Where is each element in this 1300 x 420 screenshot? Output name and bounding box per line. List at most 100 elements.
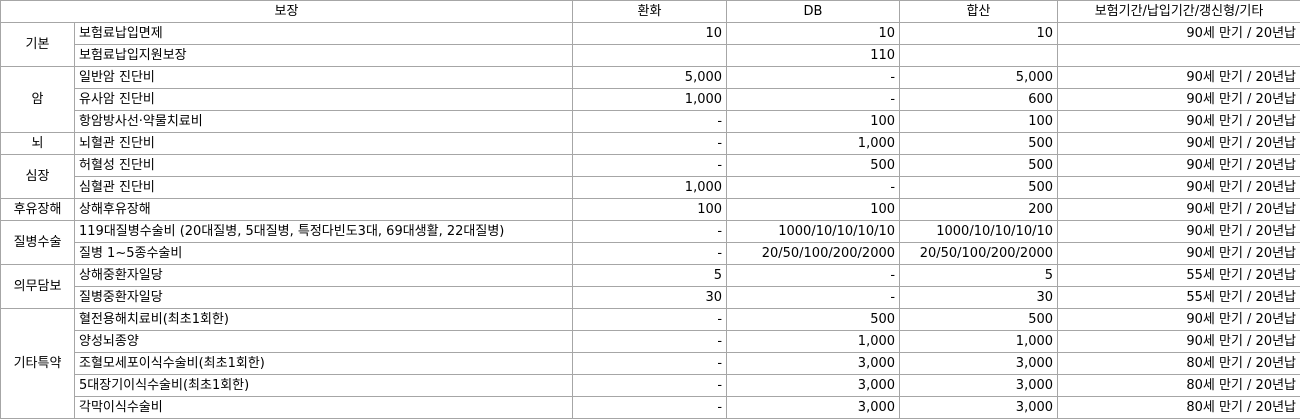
hwanhwa-cell: - (572, 330, 728, 353)
table-row: 5대장기이식수술비(최초1회한) -3,000 3,000 80세 만기 / 20년납 (1, 374, 1300, 397)
db-cell: - (726, 286, 901, 309)
coverage-cell: 질병중환자일당 (73, 286, 574, 309)
db-cell: 100 (726, 110, 901, 133)
db-cell: 3,000 (726, 352, 901, 375)
table-row: 심장 허혈성 진단비 -500 500 90세 만기 / 20년납 (0, 154, 1300, 199)
header-hwanhwa: 환화 (572, 0, 728, 23)
term-cell: 80세 만기 / 20년납 (1057, 374, 1300, 397)
table-row: 후유장해 상해후유장해 100 100 200 90세 만기 / 20년납 (0, 198, 1300, 221)
hwanhwa-cell: 5,000 (572, 66, 728, 89)
term-cell: 90세 만기 / 20년납 (1057, 308, 1300, 331)
db-cell: 1,000 (726, 330, 901, 353)
total-cell: 5,000 (899, 66, 1059, 89)
table-row: 의무담보 상해중환자일당 5-5 55세 만기 / 20년납 (0, 264, 1300, 309)
total-cell: 3,000 (899, 374, 1059, 397)
total-cell: 200 (899, 198, 1059, 221)
db-cell: 500 (726, 308, 901, 331)
coverage-cell: 5대장기이식수술비(최초1회한) (73, 374, 574, 397)
coverage-cell: 상해중환자일당 (73, 264, 574, 287)
table-row: 질병중환자일당 30-30 55세 만기 / 20년납 (1, 286, 1300, 309)
term-cell: 90세 만기 / 20년납 (1057, 330, 1300, 353)
coverage-cell: 유사암 진단비 (73, 88, 574, 111)
hwanhwa-cell: 30 (572, 286, 728, 309)
total-cell: 20/50/100/200/2000 (899, 242, 1059, 265)
table-row: 항암방사선·약물치료비 -100 100 90세 만기 / 20년납 (1, 110, 1300, 133)
total-cell: 3,000 (899, 352, 1059, 375)
term-cell: 90세 만기 / 20년납 (1057, 132, 1300, 155)
hwanhwa-cell: - (572, 374, 728, 397)
term-cell: 90세 만기 / 20년납 (1057, 220, 1300, 243)
category-cell: 의무담보 (0, 264, 75, 309)
hwanhwa-cell: - (572, 352, 728, 375)
coverage-cell: 혈전용해치료비(최초1회한) (73, 308, 574, 331)
hwanhwa-cell: - (572, 132, 728, 155)
db-cell: - (726, 66, 901, 89)
coverage-cell: 119대질병수술비 (20대질병, 5대질병, 특정다빈도3대, 69대생활, … (73, 220, 574, 243)
category-cell: 기타특약 (0, 308, 75, 419)
coverage-cell: 조혈모세포이식수술비(최초1회한) (73, 352, 574, 375)
db-cell: - (726, 264, 901, 287)
hwanhwa-cell: 100 (572, 198, 728, 221)
db-cell: - (726, 88, 901, 111)
total-cell: 3,000 (899, 396, 1059, 419)
db-cell: 3,000 (726, 374, 901, 397)
term-cell: 80세 만기 / 20년납 (1057, 352, 1300, 375)
hwanhwa-cell: 1,000 (572, 176, 728, 199)
total-cell: 1,000 (899, 330, 1059, 353)
term-cell (1057, 44, 1300, 67)
term-cell: 90세 만기 / 20년납 (1057, 198, 1300, 221)
term-cell: 80세 만기 / 20년납 (1057, 396, 1300, 419)
hwanhwa-cell: - (572, 308, 728, 331)
hwanhwa-cell: - (572, 110, 728, 133)
db-cell: 110 (726, 44, 901, 67)
coverage-cell: 보험료납입면제 (73, 22, 574, 45)
db-cell: 500 (726, 154, 901, 177)
hwanhwa-cell: 1,000 (572, 88, 728, 111)
header-row: 보장 환화 DB 합산 보험기간/납입기간/갱신형/기타 (0, 0, 1300, 23)
total-cell: 100 (899, 110, 1059, 133)
coverage-cell: 항암방사선·약물치료비 (73, 110, 574, 133)
total-cell: 1000/10/10/10/10 (899, 220, 1059, 243)
coverage-cell: 질병 1~5종수술비 (73, 242, 574, 265)
category-cell: 기본 (0, 22, 75, 67)
total-cell: 5 (899, 264, 1059, 287)
category-cell: 심장 (0, 154, 75, 199)
term-cell: 90세 만기 / 20년납 (1057, 88, 1300, 111)
header-coverage: 보장 (0, 0, 574, 23)
table-row: 뇌 뇌혈관 진단비 -1,000 500 90세 만기 / 20년납 (0, 132, 1300, 155)
term-cell: 90세 만기 / 20년납 (1057, 242, 1300, 265)
coverage-cell: 허혈성 진단비 (73, 154, 574, 177)
category-cell: 암 (0, 66, 75, 133)
coverage-cell: 각막이식수술비 (73, 396, 574, 419)
total-cell: 500 (899, 308, 1059, 331)
header-term: 보험기간/납입기간/갱신형/기타 (1057, 0, 1300, 23)
hwanhwa-cell: - (572, 220, 728, 243)
table-row: 질병 1~5종수술비 -20/50/100/200/2000 20/50/100/2… (1, 242, 1300, 265)
coverage-cell: 상해후유장해 (73, 198, 574, 221)
total-cell: 10 (899, 22, 1059, 45)
db-cell: 1,000 (726, 132, 901, 155)
term-cell: 55세 만기 / 20년납 (1057, 264, 1300, 287)
coverage-cell: 양성뇌종양 (73, 330, 574, 353)
coverage-cell: 심혈관 진단비 (73, 176, 574, 199)
term-cell: 90세 만기 / 20년납 (1057, 110, 1300, 133)
term-cell: 90세 만기 / 20년납 (1057, 22, 1300, 45)
db-cell: 100 (726, 198, 901, 221)
table-row: 유사암 진단비 1,000-600 90세 만기 / 20년납 (1, 88, 1300, 111)
table-row: 조혈모세포이식수술비(최초1회한) -3,000 3,000 80세 만기 / 20년… (1, 352, 1300, 375)
table-row: 암 일반암 진단비 5,000-5,000 90세 만기 / 20년납 (0, 66, 1300, 133)
total-cell: 500 (899, 176, 1059, 199)
hwanhwa-cell: - (572, 154, 728, 177)
header-total: 합산 (899, 0, 1059, 23)
coverage-cell: 보험료납입지원보장 (73, 44, 574, 67)
coverage-cell: 뇌혈관 진단비 (73, 132, 574, 155)
table-row: 기타특약 혈전용해치료비(최초1회한) -500 500 90세 만기 / 20년납 (0, 308, 1300, 419)
hwanhwa-cell: 10 (572, 22, 728, 45)
table-body: 기본 보험료납입면제 10 10 10 90세 만기 / 20년납 보험료납입지원보장 110… (0, 22, 1300, 419)
db-cell: 10 (726, 22, 901, 45)
total-cell (899, 44, 1059, 67)
term-cell: 90세 만기 / 20년납 (1057, 66, 1300, 89)
db-cell: - (726, 176, 901, 199)
term-cell: 90세 만기 / 20년납 (1057, 176, 1300, 199)
